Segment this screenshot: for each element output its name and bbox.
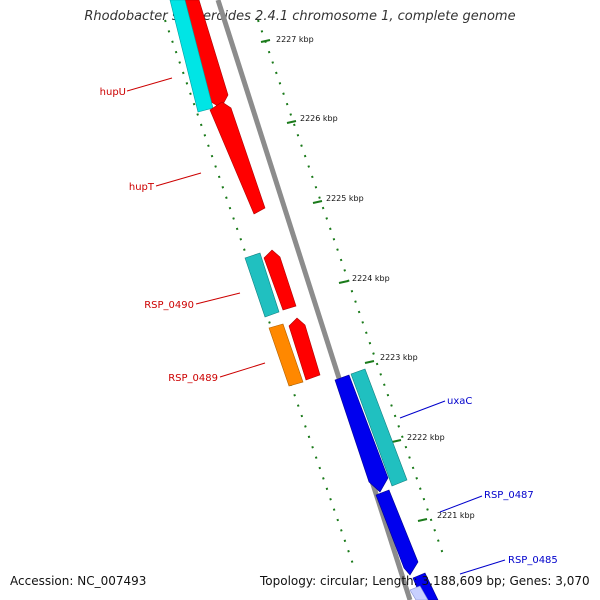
tick-label: 2227 kbp <box>276 35 314 44</box>
tick-2226: 2226 kbp <box>286 114 338 124</box>
tick-2225: 2225 kbp <box>312 194 364 204</box>
cds-rsp0485-light[interactable] <box>409 585 429 600</box>
rsp0489-leader <box>219 362 266 378</box>
tick-label: 2221 kbp <box>437 511 475 520</box>
gene-label-rsp0485[interactable]: RSP_0485 <box>508 555 558 566</box>
cds-rsp0489-red[interactable] <box>288 317 321 381</box>
cds-rsp0490-red[interactable] <box>263 249 297 311</box>
accession-text: Accession: NC_007493 <box>10 574 147 588</box>
inner-dotted-ring <box>164 19 356 571</box>
uxaC-leader <box>399 400 446 419</box>
gene-label-rsp0490[interactable]: RSP_0490 <box>144 300 194 311</box>
cds-hupT-red[interactable] <box>209 101 266 215</box>
rsp0485-leader <box>459 559 506 575</box>
hupU-leader <box>126 77 173 92</box>
tick-label: 2223 kbp <box>380 353 418 362</box>
tick-label: 2222 kbp <box>407 433 445 442</box>
gene-label-rsp0487[interactable]: RSP_0487 <box>484 490 534 501</box>
cds-uxaC-teal[interactable] <box>350 368 408 487</box>
tick-label: 2226 kbp <box>300 114 338 123</box>
tick-2224: 2224 kbp <box>338 274 390 284</box>
cds-rsp0489-orange[interactable] <box>268 323 304 387</box>
cds-rsp0487-blue[interactable] <box>375 489 419 576</box>
cds-uxaC-blue[interactable] <box>334 374 389 493</box>
hupT-leader <box>155 172 202 187</box>
tick-label: 2225 kbp <box>326 194 364 203</box>
cds-rsp0490-teal[interactable] <box>244 252 280 318</box>
gene-label-rsp0489[interactable]: RSP_0489 <box>168 373 218 384</box>
tick-2222: 2222 kbp <box>391 433 445 443</box>
rsp0487-leader <box>439 495 483 513</box>
tick-2221: 2221 kbp <box>417 511 475 522</box>
tick-2227: 2227 kbp <box>260 35 314 44</box>
chromosome-backbone <box>215 0 413 600</box>
rsp0490-leader <box>195 292 241 305</box>
topology-text: Topology: circular; Length: 3,188,609 bp… <box>260 574 590 588</box>
gene-label-hupU[interactable]: hupU <box>100 87 126 98</box>
gene-label-hupT[interactable]: hupT <box>129 182 155 193</box>
tick-label: 2224 kbp <box>352 274 390 283</box>
tick-2223: 2223 kbp <box>364 353 418 364</box>
gene-label-uxaC[interactable]: uxaC <box>447 396 472 407</box>
